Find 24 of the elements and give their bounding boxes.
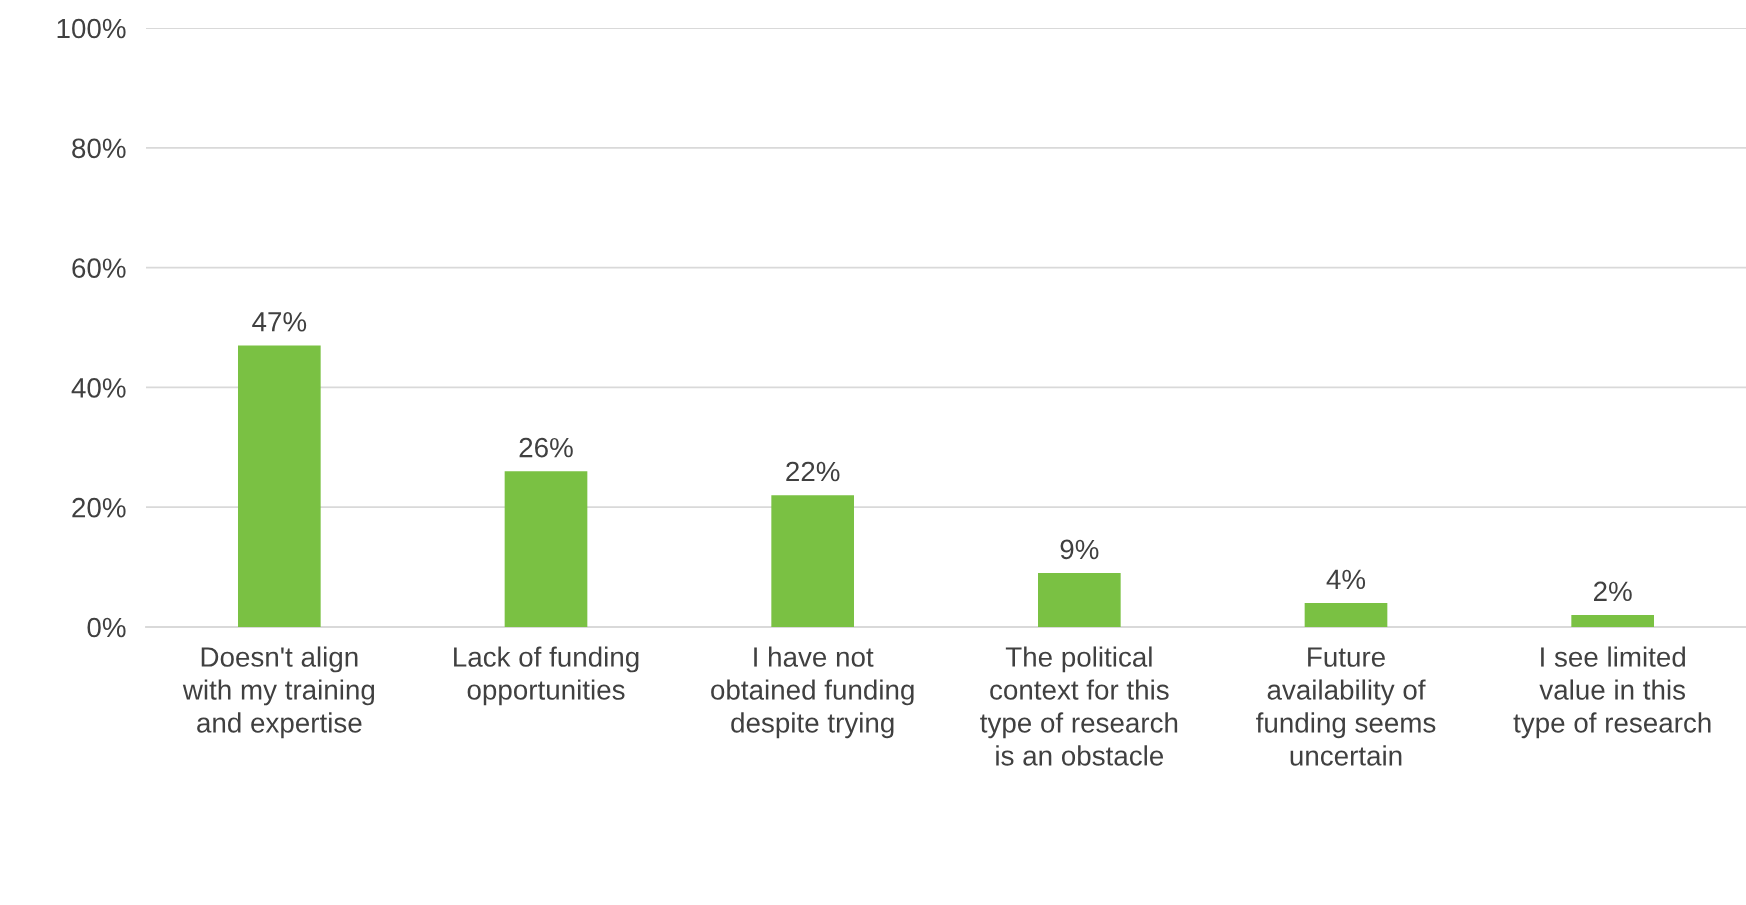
x-tick-label: Doesn't align with my training and expertise [182,646,375,739]
x-tick-label: I have not obtained funding despite trying [711,646,914,739]
bar [1038,573,1121,627]
data-label: 47% [252,312,307,332]
data-label: 22% [786,461,840,482]
bar [771,495,854,627]
data-label: 2% [1593,581,1632,602]
y-tick-label: 0% [87,617,126,638]
y-tick-label: 20% [72,497,126,518]
bar [1304,603,1388,627]
data-label: 4% [1326,569,1366,590]
bar [238,345,321,627]
x-tick-label: Future availability of funding seems uncertain [1256,647,1436,766]
x-tick-label: Lack of funding opportunities [454,646,639,706]
data-label: 26% [519,437,573,458]
x-tick-label: The political context for this type of research is an obstacle [980,646,1178,766]
data-label: 9% [1060,539,1099,560]
y-tick-label: 100% [57,18,126,39]
bar [504,471,588,627]
y-tick-label: 80% [72,138,126,159]
bar [1571,615,1654,627]
y-tick-label: 40% [71,378,126,398]
y-tick-label: 60% [72,258,126,278]
x-tick-label: I see limited value in this type of research [1513,646,1711,739]
